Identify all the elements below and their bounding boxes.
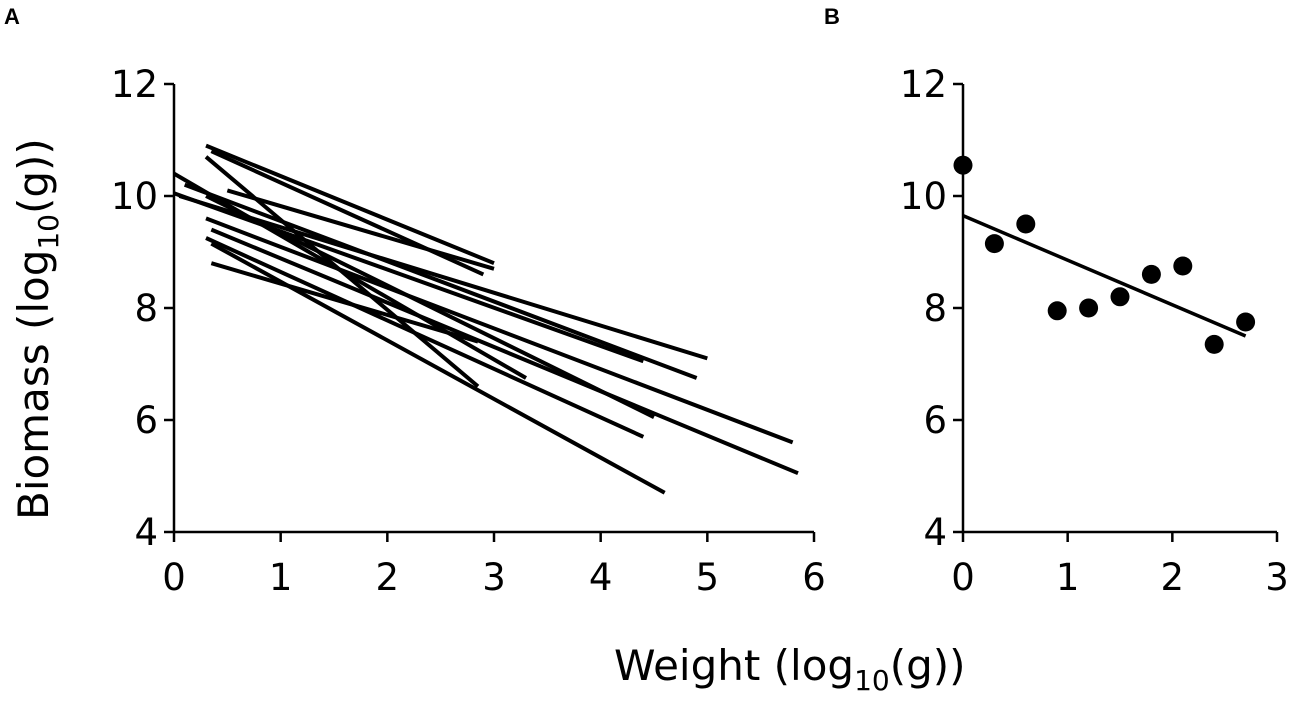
data-point-10 — [1236, 312, 1256, 332]
y-tick-label: 12 — [111, 63, 158, 106]
x-tick-label: 1 — [1056, 556, 1080, 599]
regression-line-11 — [205, 236, 645, 439]
data-point-9 — [1204, 334, 1224, 354]
data-point-6 — [1110, 287, 1130, 307]
x-tick-label: 6 — [802, 556, 826, 599]
y-tick-label: 10 — [111, 175, 158, 218]
regression-line-1 — [205, 143, 495, 266]
data-point-4 — [1047, 301, 1067, 321]
x-tick-label: 5 — [696, 556, 720, 599]
data-point-7 — [1141, 264, 1161, 284]
y-tick-label: 6 — [134, 399, 158, 442]
x-tick-label: 0 — [951, 556, 975, 599]
y-tick-label: 10 — [900, 175, 947, 218]
x-tick-label: 0 — [162, 556, 186, 599]
y-tick-label: 4 — [923, 511, 947, 554]
regression-line-13 — [210, 261, 479, 344]
regression-line-6 — [178, 194, 708, 361]
x-tick-label: 3 — [1265, 556, 1289, 599]
x-tick-label: 3 — [482, 556, 506, 599]
regression-line-14 — [226, 188, 495, 271]
fit-line — [962, 213, 1247, 338]
data-point-3 — [1016, 214, 1036, 234]
x-tick-label: 1 — [269, 556, 293, 599]
x-tick-label: 2 — [376, 556, 400, 599]
panel-letter-b: B — [824, 4, 840, 29]
regression-line-10 — [210, 227, 799, 476]
regression-line-9 — [205, 216, 794, 445]
data-point-5 — [1079, 298, 1099, 318]
y-tick-label: 8 — [923, 287, 947, 330]
regression-line-5 — [173, 191, 645, 364]
regression-line-7 — [183, 182, 698, 380]
y-tick-label: 6 — [923, 399, 947, 442]
y-tick-label: 12 — [900, 63, 947, 106]
y-tick-label: 8 — [134, 287, 158, 330]
data-point-2 — [984, 234, 1004, 254]
x-tick-label: 2 — [1161, 556, 1185, 599]
data-point-8 — [1173, 256, 1193, 276]
x-axis-title: Weight (log10(g)) — [614, 641, 966, 697]
data-point-1 — [953, 155, 973, 175]
x-tick-label: 4 — [589, 556, 613, 599]
y-tick-label: 4 — [134, 511, 158, 554]
panel-letter-a: A — [4, 4, 20, 29]
y-axis-title: Biomass (log10(g)) — [9, 138, 65, 520]
